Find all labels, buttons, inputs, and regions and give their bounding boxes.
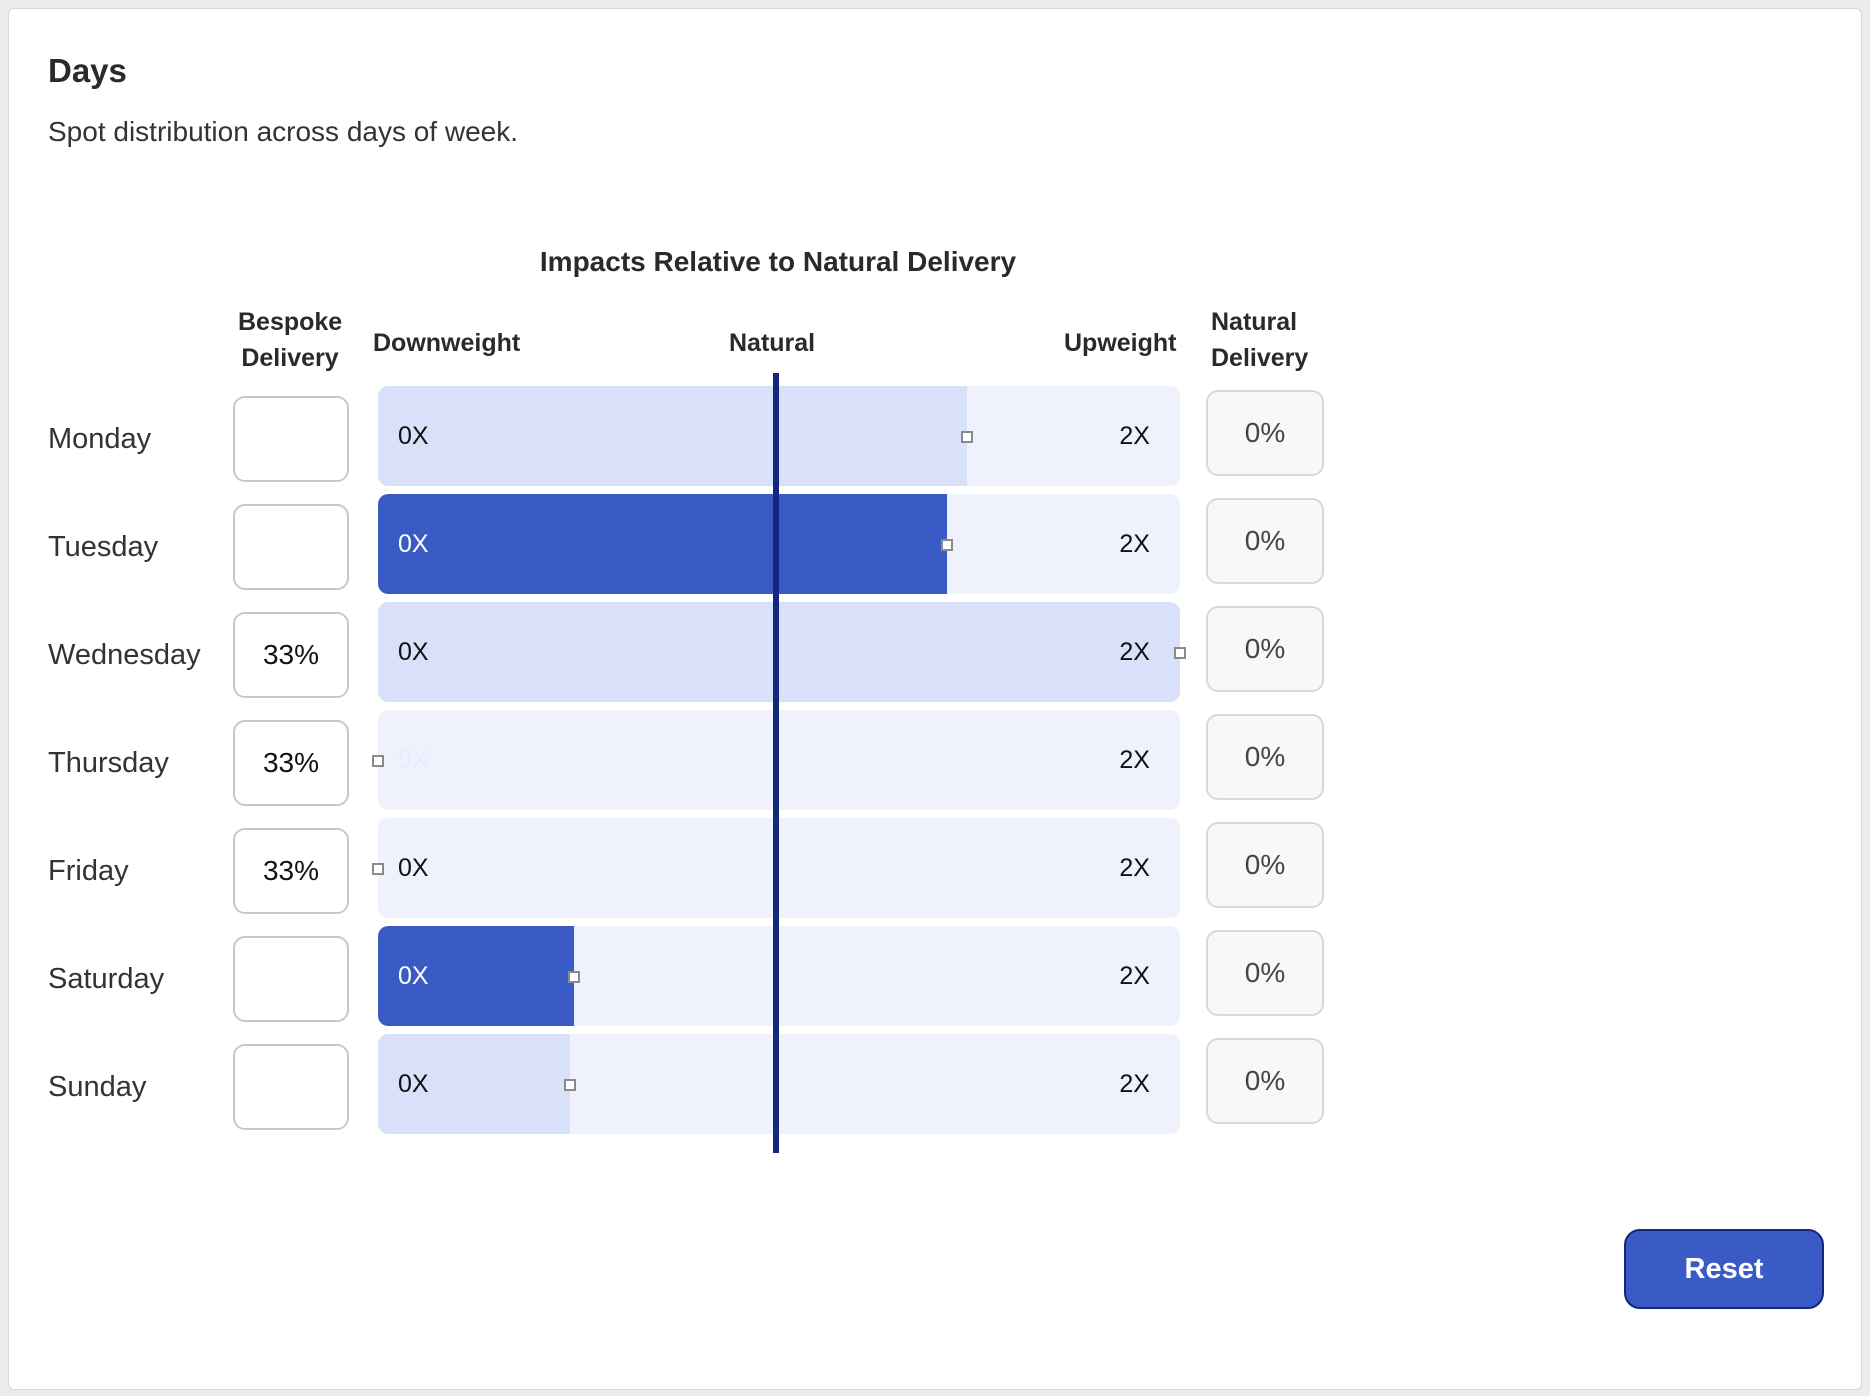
bespoke-header-line2: Delivery — [241, 344, 339, 372]
scale-min-label: 0X — [398, 854, 429, 882]
weight-slider-friday[interactable]: 0X 2X — [378, 818, 1180, 918]
weight-fill — [378, 386, 968, 486]
downweight-header: Downweight — [373, 329, 521, 357]
bespoke-input-saturday[interactable] — [233, 936, 349, 1022]
bespoke-input-friday[interactable]: 33% — [233, 828, 349, 914]
natural-delivery-sunday: 0% — [1206, 1038, 1324, 1124]
scale-max-label: 2X — [1119, 854, 1150, 882]
section-title: Days — [48, 52, 127, 89]
slider-handle-monday[interactable] — [961, 431, 974, 443]
scale-min-label: 0X — [398, 530, 429, 558]
weight-fill — [378, 1034, 571, 1134]
day-label-thursday: Thursday — [48, 747, 169, 779]
scale-min-label: 0X — [398, 422, 429, 450]
weight-slider-sunday[interactable]: 0X 2X — [378, 1034, 1180, 1134]
weight-slider-monday[interactable]: 0X 2X — [378, 386, 1180, 486]
bespoke-delivery-header: Bespoke Delivery — [238, 304, 342, 376]
section-subtitle: Spot distribution across days of week. — [48, 116, 519, 147]
bespoke-input-monday[interactable] — [233, 396, 349, 482]
scale-max-label: 2X — [1119, 530, 1150, 558]
scale-max-label: 2X — [1119, 422, 1150, 450]
natural-delivery-wednesday: 0% — [1206, 606, 1324, 692]
day-label-sunday: Sunday — [48, 1071, 147, 1103]
scale-max-label: 2X — [1119, 638, 1150, 666]
weight-slider-tuesday[interactable]: 0X 2X — [378, 494, 1180, 594]
bespoke-input-thursday[interactable]: 33% — [233, 720, 349, 806]
natural-header: Natural — [729, 329, 816, 357]
scale-min-label: 0X — [398, 638, 429, 666]
bespoke-input-wednesday[interactable]: 33% — [233, 612, 349, 698]
natural-delivery-header: Natural Delivery — [1211, 304, 1308, 376]
slider-handle-saturday[interactable] — [568, 971, 581, 983]
day-label-wednesday: Wednesday — [48, 639, 201, 671]
scale-max-label: 2X — [1119, 746, 1150, 774]
slider-handle-sunday[interactable] — [564, 1079, 577, 1091]
upweight-header: Upweight — [1064, 329, 1177, 357]
slider-handle-thursday[interactable] — [372, 755, 384, 767]
day-label-friday: Friday — [48, 855, 129, 887]
bespoke-input-tuesday[interactable] — [233, 504, 349, 590]
natural-baseline-line — [773, 373, 779, 1153]
natural-delivery-header-line1: Natural — [1211, 308, 1298, 336]
natural-delivery-tuesday: 0% — [1206, 498, 1324, 584]
slider-handle-tuesday[interactable] — [941, 539, 954, 551]
day-label-monday: Monday — [48, 423, 152, 455]
scale-max-label: 2X — [1119, 962, 1150, 990]
scale-min-label: 0X — [398, 746, 429, 774]
chart-title: Impacts Relative to Natural Delivery — [539, 246, 1017, 277]
scale-min-label: 0X — [398, 1070, 429, 1098]
weight-slider-thursday[interactable]: 0X 2X — [378, 710, 1180, 810]
scale-min-label: 0X — [398, 962, 429, 990]
weight-slider-wednesday[interactable]: 0X 2X — [378, 602, 1180, 702]
natural-delivery-thursday: 0% — [1206, 714, 1324, 800]
bespoke-header-line1: Bespoke — [238, 308, 343, 336]
reset-button[interactable]: Reset — [1624, 1229, 1824, 1309]
slider-handle-wednesday[interactable] — [1174, 647, 1186, 659]
slider-handle-friday[interactable] — [372, 863, 384, 875]
natural-delivery-saturday: 0% — [1206, 930, 1324, 1016]
natural-delivery-header-line2: Delivery — [1211, 344, 1309, 372]
natural-delivery-friday: 0% — [1206, 822, 1324, 908]
bespoke-input-sunday[interactable] — [233, 1044, 349, 1130]
natural-delivery-monday: 0% — [1206, 390, 1324, 476]
weight-fill — [378, 602, 1180, 702]
day-label-tuesday: Tuesday — [48, 531, 159, 563]
day-label-saturday: Saturday — [48, 963, 165, 995]
weight-fill — [378, 926, 575, 1026]
weight-fill — [378, 494, 948, 594]
weight-slider-saturday[interactable]: 0X 2X — [378, 926, 1180, 1026]
scale-max-label: 2X — [1119, 1070, 1150, 1098]
